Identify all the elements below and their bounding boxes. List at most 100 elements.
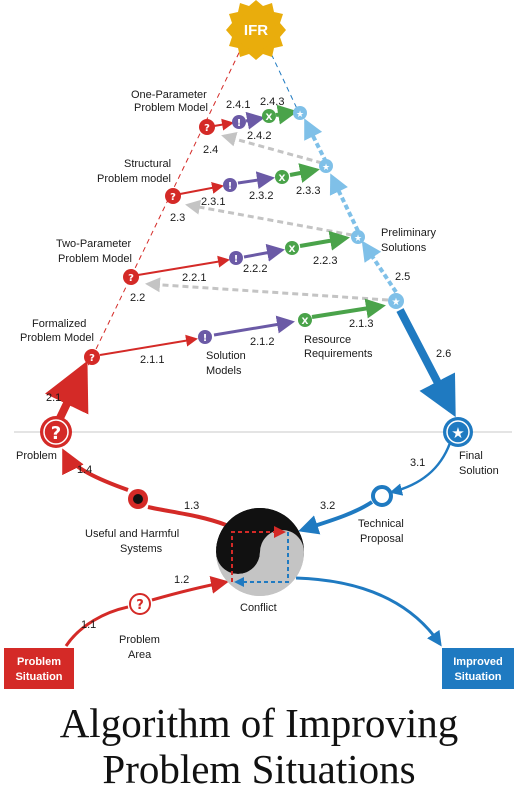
final-solution-node: ★ [443, 417, 473, 447]
node-2-2-1: ! [229, 251, 243, 265]
one-param-label-2: Problem Model [134, 102, 208, 114]
num-1-3: 1.3 [184, 500, 199, 512]
right-dashed-side [259, 29, 301, 116]
final-solution-label-2: Solution [459, 465, 499, 477]
solution-models-label: Solution [206, 350, 246, 362]
node-2-3-1: ! [223, 178, 237, 192]
conflict-label: Conflict [240, 602, 277, 614]
final-solution-label: Final [459, 450, 483, 462]
one-param-label: One-Parameter [131, 89, 207, 101]
final-arrow-2-6 [396, 308, 456, 418]
svg-text:?: ? [51, 423, 61, 444]
svg-text:?: ? [128, 273, 134, 284]
technical-proposal-node [371, 485, 393, 507]
row-arrows [99, 104, 386, 356]
formalized-label-2: Problem Model [20, 332, 94, 344]
preliminary-label: Preliminary [381, 227, 437, 239]
node-2-1-1: ! [198, 330, 212, 344]
useful-harmful-label-2: Systems [120, 543, 163, 555]
num-2-4: 2.4 [203, 144, 218, 156]
node-2-4-3: ★ [293, 106, 307, 120]
node-2-1: ? [84, 349, 100, 365]
num-2-4-1: 2.4.1 [226, 99, 250, 111]
two-param-label-2: Problem Model [58, 253, 132, 265]
title-line-1: Algorithm of Improving [59, 700, 459, 746]
title-line-2: Problem Situations [102, 746, 416, 792]
num-3-2: 3.2 [320, 500, 335, 512]
svg-text:Problem: Problem [17, 656, 61, 668]
num-2-3-3: 2.3.3 [296, 185, 320, 197]
svg-text:X: X [279, 174, 286, 184]
num-2-2-1: 2.2.1 [182, 272, 206, 284]
useful-harmful-label: Useful and Harmful [85, 528, 179, 540]
svg-text:!: ! [237, 118, 242, 129]
node-2-4-1: ! [232, 115, 246, 129]
num-3-1: 3.1 [410, 457, 425, 469]
problem-label: Problem [16, 450, 57, 462]
svg-text:X: X [302, 317, 309, 327]
two-param-label: Two-Parameter [56, 238, 132, 250]
formalized-label: Formalized [32, 318, 86, 330]
svg-text:★: ★ [451, 424, 464, 442]
problem-node: ? [40, 416, 72, 448]
improved-situation-box: Improved Situation [442, 648, 514, 689]
page-title: Algorithm of Improving Problem Situation… [0, 700, 518, 792]
svg-text:!: ! [228, 181, 233, 192]
svg-text:Situation: Situation [15, 671, 62, 683]
technical-proposal-label: Technical [358, 518, 404, 530]
node-2-4: ? [199, 119, 215, 135]
solution-models-label-2: Models [206, 365, 242, 377]
num-2-4-3: 2.4.3 [260, 96, 284, 108]
structural-label-2: Problem model [97, 173, 171, 185]
node-2-3-3: ★ [319, 159, 333, 173]
preliminary-label-2: Solutions [381, 242, 427, 254]
num-1-4: 1.4 [77, 464, 92, 476]
svg-text:!: ! [203, 333, 208, 344]
svg-text:★: ★ [354, 234, 362, 244]
cycle-arrows [62, 442, 452, 647]
num-2-1-1: 2.1.1 [140, 354, 164, 366]
svg-text:Improved: Improved [453, 656, 503, 668]
preliminary-solutions-path [304, 118, 398, 294]
num-2-1-3: 2.1.3 [349, 318, 373, 330]
useful-harmful-node [128, 489, 148, 509]
svg-text:★: ★ [296, 110, 304, 120]
technical-proposal-label-2: Proposal [360, 533, 403, 545]
problem-situation-box: Problem Situation [4, 648, 74, 689]
problem-area-label: Problem [119, 634, 160, 646]
ascent-arrow-2-1 [45, 360, 89, 420]
node-2-2-2: X [285, 241, 299, 255]
node-2-4-2: X [262, 109, 276, 123]
num-2-3-1: 2.3.1 [201, 196, 225, 208]
num-2-3-2: 2.3.2 [249, 190, 273, 202]
svg-text:?: ? [89, 353, 95, 364]
node-2-2: ? [123, 269, 139, 285]
svg-text:Situation: Situation [454, 671, 501, 683]
num-2-1: 2.1 [46, 392, 61, 404]
num-2-2-3: 2.2.3 [313, 255, 337, 267]
ifr-sun-icon [226, 0, 286, 60]
num-2-3: 2.3 [170, 212, 185, 224]
svg-text:!: ! [234, 254, 239, 265]
conflict-symbol [216, 508, 304, 596]
svg-text:★: ★ [392, 297, 401, 308]
resource-label-2: Requirements [304, 348, 373, 360]
node-2-5: ★ [388, 293, 404, 309]
ifr-label: IFR [244, 22, 268, 39]
num-2-2-2: 2.2.2 [243, 263, 267, 275]
num-1-1: 1.1 [81, 619, 96, 631]
num-2-6: 2.6 [436, 348, 451, 360]
svg-text:★: ★ [322, 163, 330, 173]
num-2-1-2: 2.1.2 [250, 336, 274, 348]
structural-label: Structural [124, 158, 171, 170]
node-2-1-2: X [298, 313, 312, 327]
svg-text:?: ? [204, 123, 210, 134]
num-1-2: 1.2 [174, 574, 189, 586]
svg-text:?: ? [170, 192, 176, 203]
svg-text:X: X [266, 113, 273, 123]
resource-label: Resource [304, 334, 351, 346]
num-2-2: 2.2 [130, 292, 145, 304]
feedback-arrows [145, 131, 389, 302]
node-2-3: ? [165, 188, 181, 204]
